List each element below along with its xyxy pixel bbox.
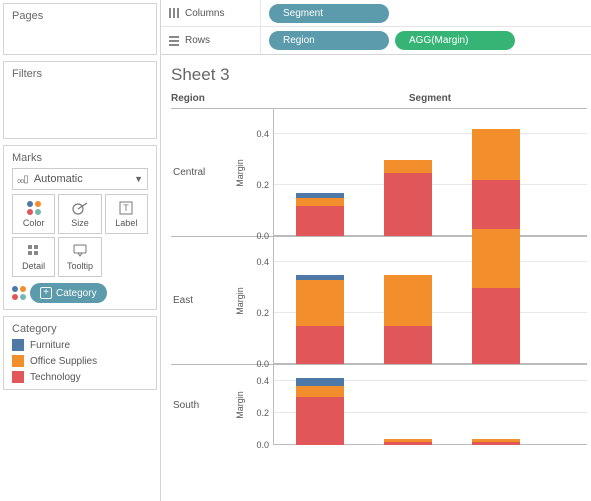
region-label: Central	[171, 109, 231, 236]
marks-label-button[interactable]: T Label	[105, 194, 148, 234]
y-ticks: 0.00.20.4	[249, 365, 273, 445]
marks-buttons: Color Size T Label Detail Tooltip	[12, 194, 148, 277]
facet-chart[interactable]	[273, 109, 587, 236]
marks-detail-button[interactable]: Detail	[12, 237, 55, 277]
legend-swatch	[12, 355, 24, 367]
marks-size-button[interactable]: Size	[58, 194, 101, 234]
legend-swatch	[12, 339, 24, 351]
bar-segment	[296, 326, 344, 364]
legend-item[interactable]: Office Supplies	[12, 355, 148, 367]
bar[interactable]	[376, 365, 440, 445]
bar[interactable]	[376, 237, 440, 364]
filters-title: Filters	[12, 68, 148, 80]
bar[interactable]	[288, 365, 352, 445]
legend-label: Office Supplies	[30, 356, 97, 367]
row-header-label: Region	[171, 93, 231, 104]
main-area: Columns Segment Rows RegionAGG(Margin) S…	[161, 0, 591, 501]
bar[interactable]	[288, 237, 352, 364]
facet-chart[interactable]	[273, 365, 587, 445]
bar-segment	[384, 275, 432, 326]
columns-icon	[169, 8, 179, 18]
shelf-pill[interactable]: AGG(Margin)	[395, 31, 515, 50]
pages-card[interactable]: Pages	[3, 3, 157, 55]
bar-segment	[472, 129, 520, 180]
bar-segment	[296, 198, 344, 206]
pages-title: Pages	[12, 10, 148, 22]
bar-segment	[384, 442, 432, 445]
y-axis-label: Margin	[231, 109, 249, 236]
facet-chart[interactable]	[273, 237, 587, 364]
facet-row: SouthMargin0.00.20.4	[171, 365, 587, 445]
chevron-down-icon: ▼	[134, 174, 143, 184]
legend-item[interactable]: Technology	[12, 371, 148, 383]
marks-color-shelf[interactable]: + Category	[12, 283, 148, 303]
bar-segment	[472, 288, 520, 364]
marks-type-select[interactable]: ₀₀▯ Automatic ▼	[12, 168, 148, 190]
color-icon	[27, 200, 41, 216]
legend-title: Category	[12, 323, 148, 335]
bar-segment	[384, 326, 432, 364]
legend-item[interactable]: Furniture	[12, 339, 148, 351]
category-pill[interactable]: + Category	[30, 283, 107, 303]
bar-segment	[472, 442, 520, 445]
filters-card[interactable]: Filters	[3, 61, 157, 139]
marks-color-button[interactable]: Color	[12, 194, 55, 234]
rows-icon	[169, 36, 179, 46]
label-icon: T	[119, 200, 133, 216]
shelf-pill[interactable]: Region	[269, 31, 389, 50]
automatic-icon: ₀₀▯	[17, 174, 28, 185]
color-icon	[12, 286, 26, 300]
bar[interactable]	[464, 365, 528, 445]
marks-tooltip-button[interactable]: Tooltip	[58, 237, 101, 277]
chart-facets: CentralMargin0.00.20.4EastMargin0.00.20.…	[171, 108, 587, 445]
legend-label: Technology	[30, 372, 81, 383]
region-label: East	[171, 237, 231, 364]
y-ticks: 0.00.20.4	[249, 109, 273, 236]
bar-segment	[296, 386, 344, 397]
columns-shelf[interactable]: Columns Segment	[161, 0, 591, 27]
marks-card: Marks ₀₀▯ Automatic ▼ Color Size	[3, 145, 157, 310]
shelf-pill[interactable]: Segment	[269, 4, 389, 23]
bar-segment	[472, 180, 520, 236]
facet-row: CentralMargin0.00.20.4	[171, 109, 587, 237]
bar[interactable]	[464, 109, 528, 236]
rows-shelf[interactable]: Rows RegionAGG(Margin)	[161, 27, 591, 54]
bar-segment	[296, 378, 344, 386]
bar-segment	[472, 229, 520, 287]
bar-segment	[296, 280, 344, 326]
legend-card: Category Furniture Office Supplies Technol…	[3, 316, 157, 390]
bar-segment	[384, 173, 432, 236]
legend-swatch	[12, 371, 24, 383]
region-label: South	[171, 365, 231, 445]
marks-type-label: Automatic	[34, 173, 83, 185]
legend-label: Furniture	[30, 340, 70, 351]
size-icon	[72, 200, 88, 216]
tooltip-icon	[73, 243, 87, 259]
column-header-label: Segment	[273, 93, 587, 104]
expand-icon: +	[40, 287, 52, 299]
sheet-area: Sheet 3 Region Segment CentralMargin0.00…	[161, 55, 591, 501]
y-axis-label: Margin	[231, 237, 249, 364]
y-axis-label: Margin	[231, 365, 249, 445]
sheet-title[interactable]: Sheet 3	[171, 65, 587, 85]
bar-segment	[296, 206, 344, 236]
shelves: Columns Segment Rows RegionAGG(Margin)	[161, 0, 591, 55]
bar[interactable]	[376, 109, 440, 236]
y-ticks: 0.00.20.4	[249, 237, 273, 364]
bar[interactable]	[464, 237, 528, 364]
bar-segment	[296, 397, 344, 445]
detail-icon	[28, 243, 40, 259]
marks-title: Marks	[12, 152, 148, 164]
bar[interactable]	[288, 109, 352, 236]
bar-segment	[384, 160, 432, 173]
facet-row: EastMargin0.00.20.4	[171, 237, 587, 365]
svg-text:T: T	[124, 203, 130, 213]
left-sidebar: Pages Filters Marks ₀₀▯ Automatic ▼ Colo…	[0, 0, 161, 501]
